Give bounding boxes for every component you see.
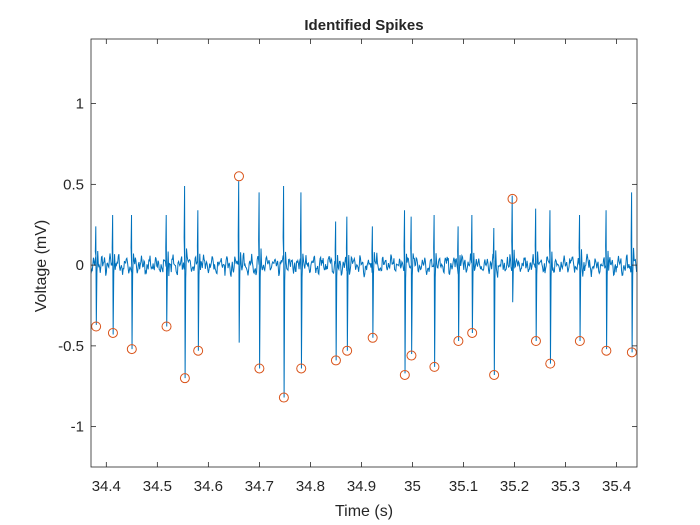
x-tick-label: 34.5 xyxy=(143,478,172,495)
spike-marker xyxy=(626,347,637,358)
y-tick-label: -1 xyxy=(71,419,84,436)
x-tick-label: 35.3 xyxy=(551,478,580,495)
spike-marker xyxy=(233,171,244,182)
spike-marker xyxy=(574,336,585,347)
x-tick-label: 34.7 xyxy=(245,478,274,495)
spike-marker xyxy=(545,358,556,369)
spike-marker xyxy=(179,373,190,384)
spike-marker xyxy=(601,345,612,356)
spike-marker xyxy=(330,355,341,366)
x-tick-label: 35 xyxy=(404,478,421,495)
plot-area xyxy=(91,171,637,403)
x-tick-label: 34.9 xyxy=(347,478,376,495)
y-tick-label: -0.5 xyxy=(58,338,84,355)
spike-marker xyxy=(193,345,204,356)
x-tick-label: 35.1 xyxy=(449,478,478,495)
spike-marker xyxy=(367,332,378,343)
spike-marker xyxy=(429,361,440,372)
spike-marker xyxy=(107,327,118,338)
spike-marker xyxy=(278,392,289,403)
x-tick-label: 34.8 xyxy=(296,478,325,495)
y-axis-label: Voltage (mV) xyxy=(33,220,50,312)
x-tick-label: 34.4 xyxy=(92,478,121,495)
spike-marker xyxy=(453,336,464,347)
spike-marker xyxy=(126,344,137,355)
spike-marker xyxy=(91,321,102,332)
spike-marker xyxy=(161,321,172,332)
x-axis-label: Time (s) xyxy=(335,503,393,520)
spike-marker xyxy=(507,193,518,204)
spike-marker xyxy=(406,350,417,361)
y-tick-label: 1 xyxy=(76,96,84,113)
y-tick-label: 0.5 xyxy=(63,176,84,193)
x-tick-label: 35.2 xyxy=(500,478,529,495)
spike-marker xyxy=(489,369,500,380)
spike-marker xyxy=(399,369,410,380)
spike-marker xyxy=(254,363,265,374)
x-tick-label: 34.6 xyxy=(194,478,223,495)
axes-box xyxy=(90,38,638,468)
y-tick-label: 0 xyxy=(76,257,84,274)
chart-title: Identified Spikes xyxy=(304,17,423,34)
spike-marker xyxy=(467,327,478,338)
spike-marker xyxy=(296,363,307,374)
signal-trace xyxy=(91,181,637,398)
spike-marker xyxy=(530,336,541,347)
spike-marker xyxy=(342,345,353,356)
x-tick-label: 35.4 xyxy=(602,478,631,495)
axes: 34.4 34.5 34.6 34.7 34.8 34.9 35 35.1 35.2 35.3 35… xyxy=(58,38,638,495)
